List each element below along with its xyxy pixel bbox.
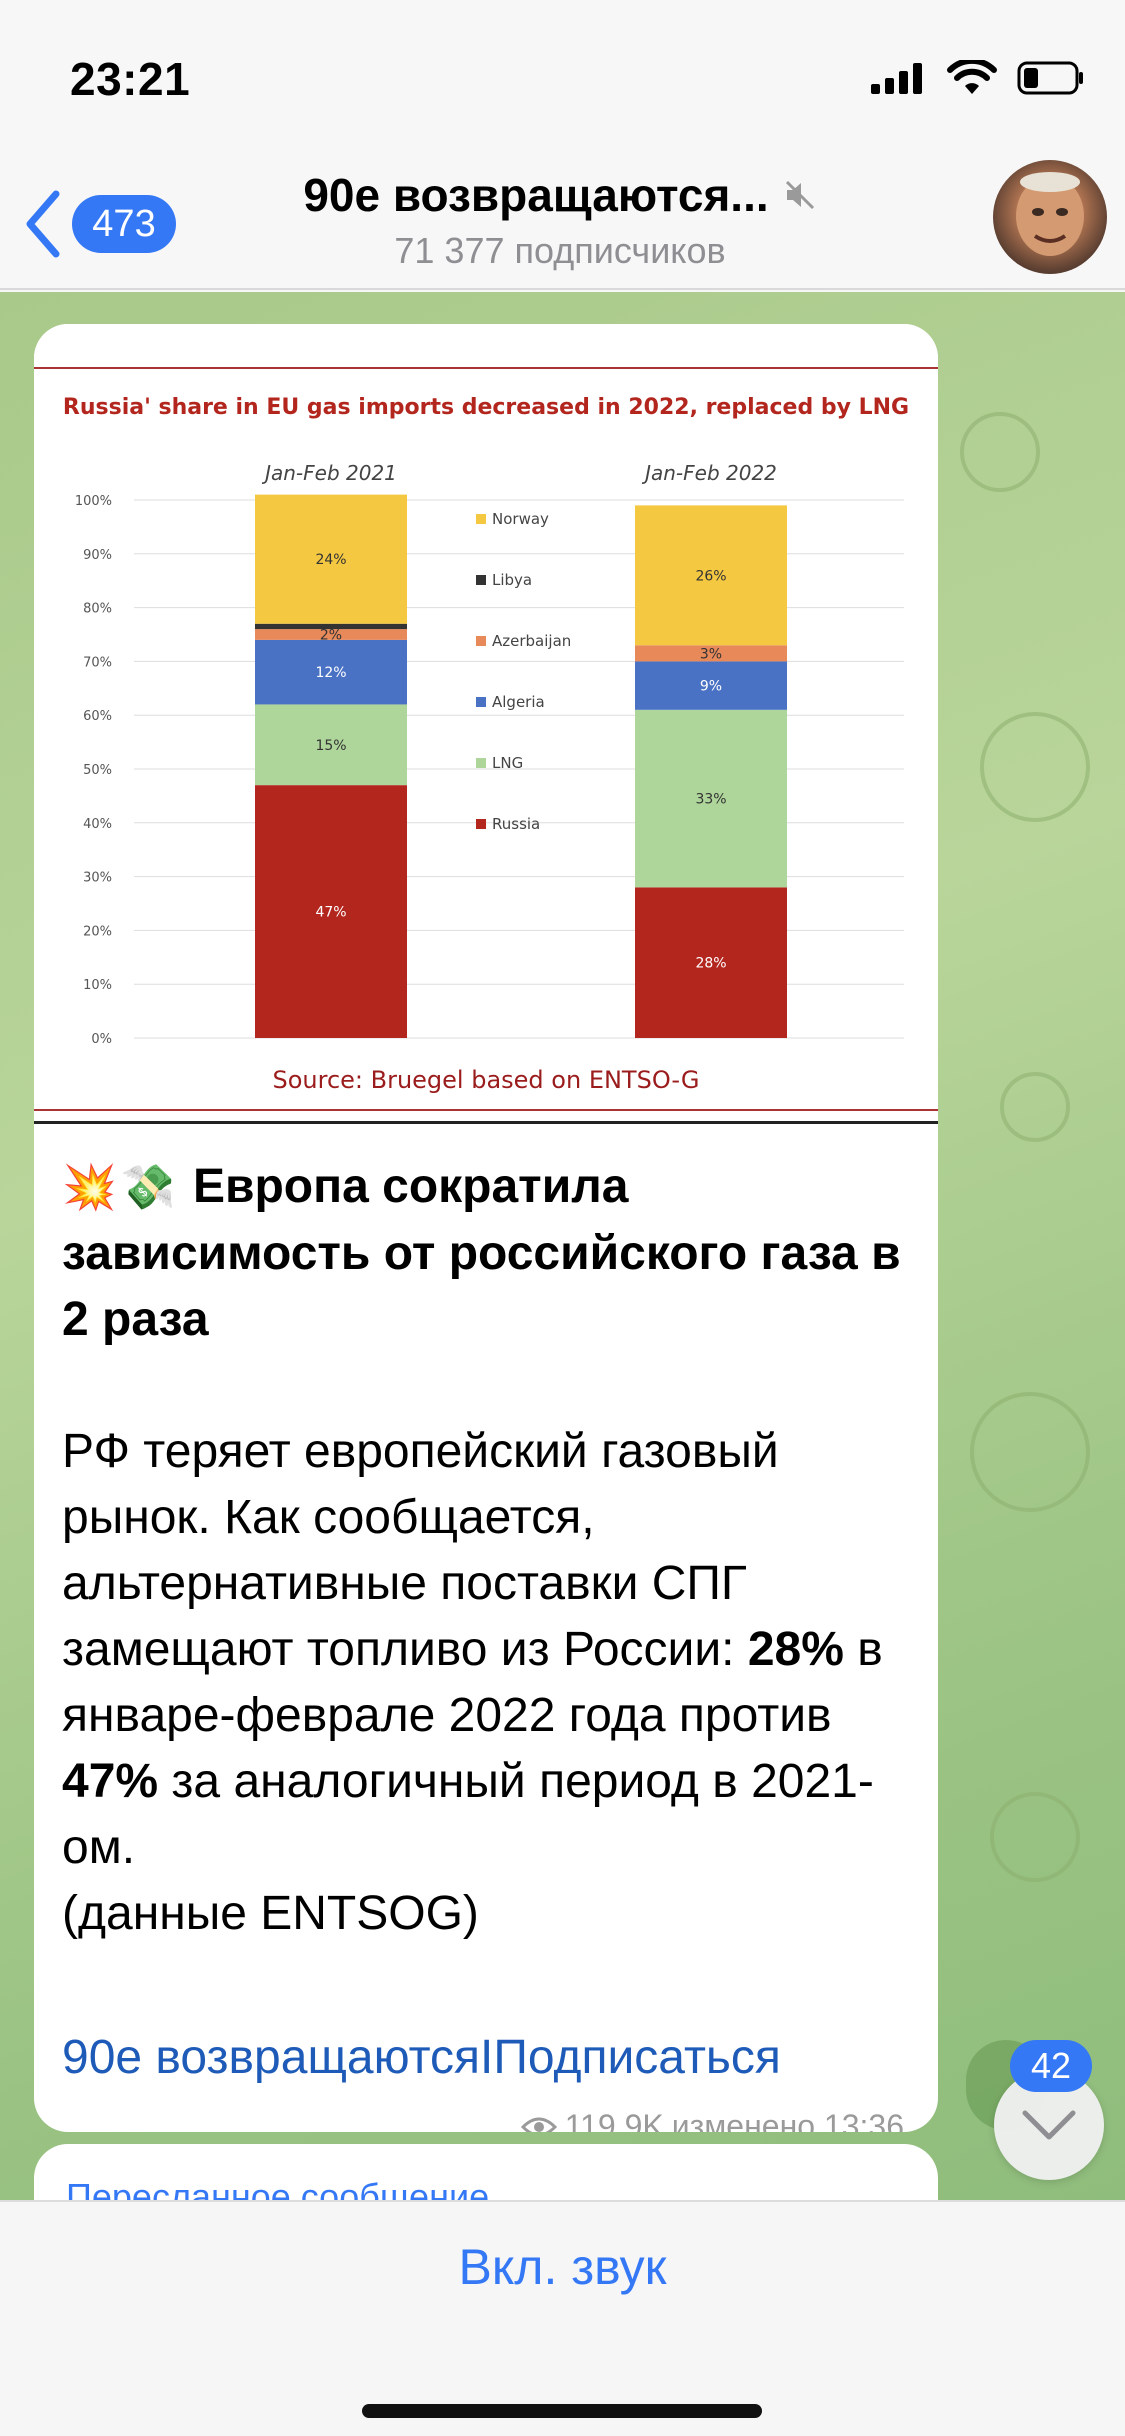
chart-y-tick-label: 80% [83,602,112,617]
chart-legend-label: LNG [492,754,523,772]
chart-data-label: 24% [315,552,346,568]
chart-data-label: 9% [700,679,722,695]
chart-bar-segment [255,494,407,624]
chart-bar-segment [255,629,407,640]
chart-y-tick-label: 90% [83,548,112,563]
chat-header: 473 90е возвращаются... 71 377 подписчик… [0,150,1125,290]
chart-category-label: Jan-Feb 2022 [641,461,777,485]
stacked-bar-chart: Russia' share in EU gas imports decrease… [34,367,938,1111]
chevron-left-icon [26,190,60,258]
status-time: 23:21 [70,53,191,105]
eye-icon [520,2117,557,2132]
unread-count-badge: 473 [72,195,176,253]
chart-y-tick-label: 70% [83,655,112,670]
post-paragraph-part: в январе-феврале 2022 года против [62,1623,883,1742]
chart-bar-segment [255,785,407,1038]
unmute-button[interactable]: Вкл. звук [458,2239,667,2295]
chart-legend-swatch [476,819,486,829]
chart-y-tick-label: 30% [83,871,112,886]
view-count: 119,9K [564,2108,664,2132]
chart-source: Source: Bruegel based on ENTSO-G [272,1066,699,1094]
home-indicator [362,2404,762,2418]
chart-data-label: 26% [695,568,726,584]
background-doodle [980,712,1090,822]
chart-bar-segment [255,639,407,705]
chart-y-tick-label: 50% [83,763,112,778]
chart-y-tick-label: 10% [83,978,112,993]
chart-legend-label: Norway [492,510,549,528]
chart-bar-segment [635,887,787,1038]
chart-legend-swatch [476,514,486,524]
background-doodle [970,1392,1090,1512]
post-title: Европа сократила зависимость от российск… [62,1160,901,1346]
battery-icon [1017,61,1083,95]
next-message-bubble[interactable]: Пересланное сообщение [34,2144,938,2200]
chart-bar-segment [635,645,787,662]
chart-bar-segment [635,661,787,710]
chart-legend-swatch [476,697,486,707]
status-icons [871,60,1085,96]
post-source-note: (данные ENTSOG) [62,1887,479,1940]
chart-y-tick-label: 100% [75,494,112,509]
chart-legend-swatch [476,636,486,646]
chart-image[interactable]: Russia' share in EU gas imports decrease… [34,324,938,1124]
chart-category-label: Jan-Feb 2021 [261,461,397,485]
post-paragraph: РФ теряет европейский газовый рынок. Как… [62,1419,912,1947]
avatar-face-icon [1016,172,1084,256]
chart-bar-segment [255,704,407,786]
chart-legend-label: Libya [492,571,532,589]
chart-legend-label: Azerbaijan [492,632,571,650]
post-text: 💥💸 Европа сократила зависимость от росси… [62,1154,912,1947]
background-doodle [990,1792,1080,1882]
background-doodle [1000,1072,1070,1142]
chart-legend-swatch [476,575,486,585]
chart-data-label: 2% [320,628,342,644]
chart-data-label: 15% [315,738,346,754]
subscribe-link[interactable]: 90е возвращаютсяIПодписаться [62,2031,781,2084]
money-wings-icon: 💸 [120,1163,176,1212]
chart-data-label: 12% [315,665,346,681]
chart-data-label: 33% [695,792,726,808]
chart-y-tick-label: 60% [83,709,112,724]
post-paragraph-part: за аналогичный период в 2021-ом. [62,1755,874,1874]
wifi-icon [947,60,997,94]
edited-time: изменено 13:36 [671,2108,904,2132]
post-bold-value: 28% [747,1623,844,1676]
chart-data-label: 47% [315,905,346,921]
post-title-row: 💥💸 Европа сократила зависимость от росси… [62,1154,912,1353]
chart-y-tick-label: 0% [91,1032,112,1047]
status-bar: 23:21 [0,0,1125,150]
background-doodle [960,412,1040,492]
chart-title: Russia' share in EU gas imports decrease… [63,395,909,420]
chat-background: Russia' share in EU gas imports decrease… [0,292,1125,2200]
chart-y-tick-label: 20% [83,924,112,939]
channel-info[interactable]: 90е возвращаются... 71 377 подписчиков [260,168,860,272]
chart-bar-segment [635,505,787,646]
message-meta: 119,9K изменено 13:36 [520,2108,904,2132]
back-button[interactable]: 473 [22,184,182,264]
forwarded-label: Пересланное сообщение [66,2176,490,2200]
unread-scroll-badge: 42 [1010,2040,1092,2092]
message-bubble[interactable]: Russia' share in EU gas imports decrease… [34,324,938,2132]
channel-title-row: 90е возвращаются... [303,168,816,222]
chart-y-tick-label: 40% [83,817,112,832]
chart-legend-label: Algeria [492,693,545,711]
subscriber-count: 71 377 подписчиков [394,230,726,271]
chart-data-label: 3% [700,646,722,662]
chevron-down-icon [1022,2110,1076,2140]
chart-legend-label: Russia [492,815,540,833]
muted-icon [785,180,814,210]
chart-bar-segment [255,623,407,630]
post-paragraph-part: РФ теряет европейский газовый рынок. Как… [62,1425,779,1676]
post-bold-value: 47% [62,1755,159,1808]
explosion-icon: 💥 [62,1163,117,1212]
chart-bar-segment [635,709,787,888]
channel-avatar[interactable] [993,160,1107,274]
chart-data-label: 28% [695,956,726,972]
bottom-bar: Вкл. звук [0,2200,1125,2436]
channel-title: 90е возвращаются... [303,169,769,221]
chart-legend-swatch [476,758,486,768]
signal-icon [871,63,922,94]
